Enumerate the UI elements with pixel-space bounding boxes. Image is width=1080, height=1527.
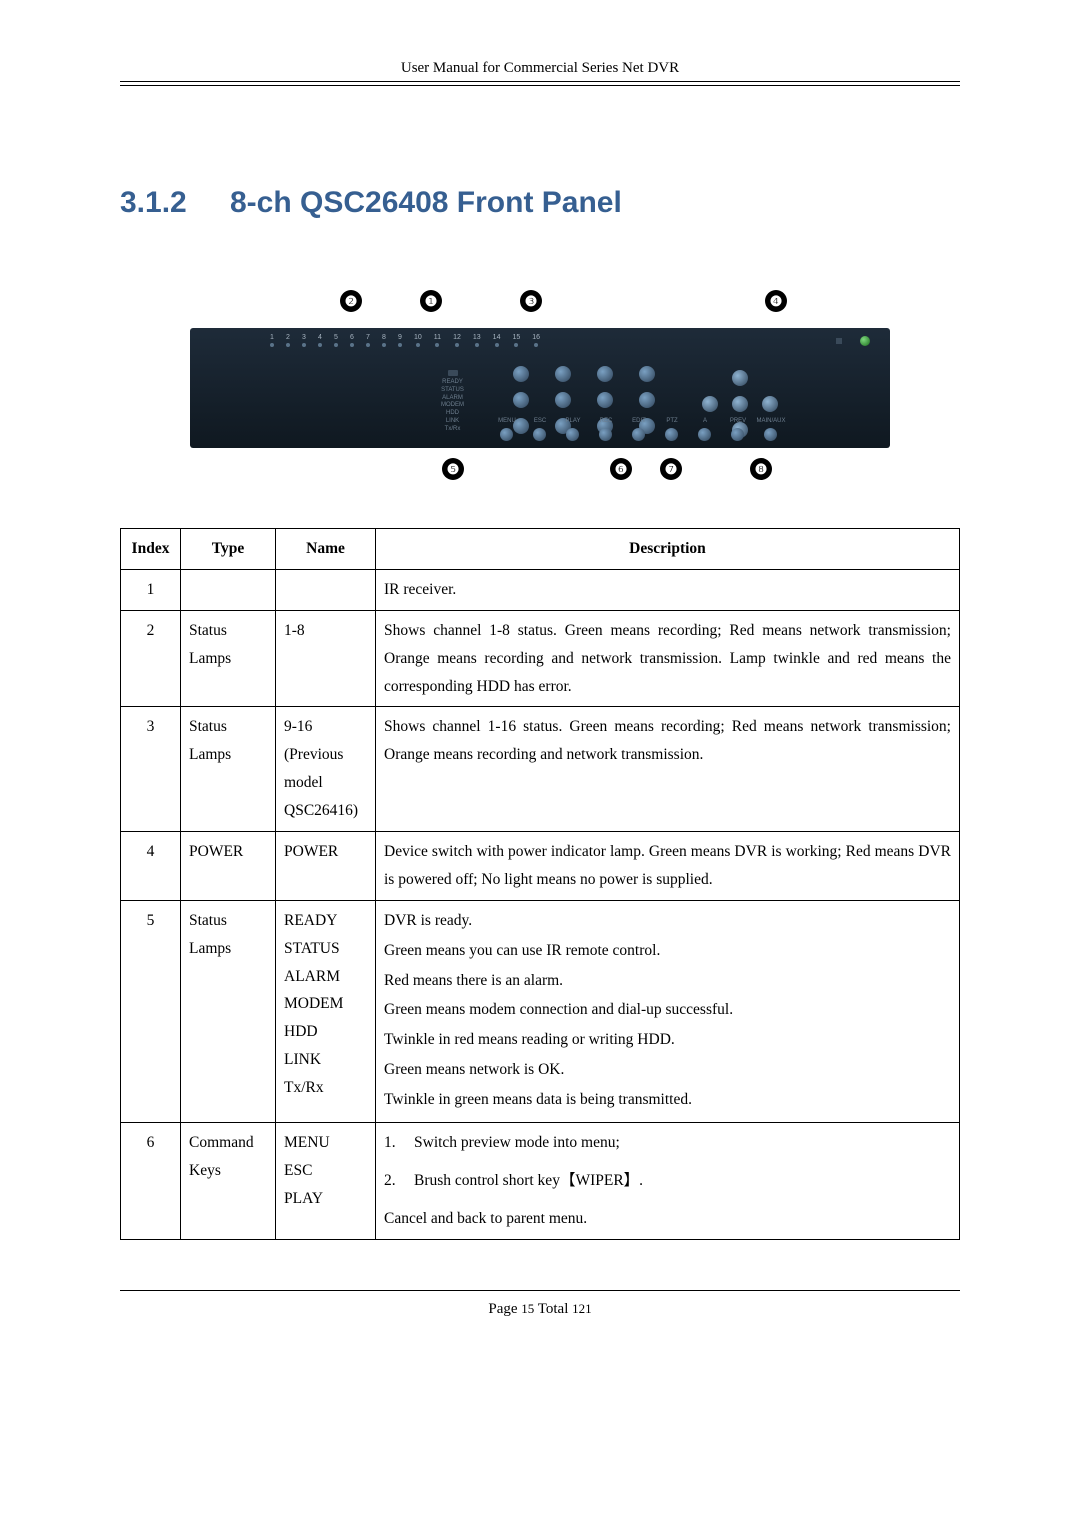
front-panel-image: 12345678910111213141516 READYSTATUSALARM… [190,328,890,448]
command-button: A [698,428,711,441]
channel-indicator: 12 [453,334,461,347]
channel-indicator: 16 [532,334,540,347]
cell-name: 1-8 [276,610,376,707]
status-lamp-label: LINK [425,418,480,426]
cell-index: 3 [121,707,181,832]
cell-name [276,569,376,610]
cell-type [181,569,276,610]
cell-description: Shows channel 1-16 status. Green means r… [376,707,960,832]
doc-header: User Manual for Commercial Series Net DV… [120,60,960,81]
channel-indicator: 7 [366,334,370,347]
cell-description: IR receiver. [376,569,960,610]
channel-indicator: 5 [334,334,338,347]
cell-type: Command Keys [181,1123,276,1240]
status-lamp-label: MODEM [425,402,480,410]
cell-index: 5 [121,900,181,1122]
channel-indicator: 8 [382,334,386,347]
channel-number-row: 12345678910111213141516 [270,334,540,347]
channel-indicator: 14 [493,334,501,347]
spec-table: Index Type Name Description 1 IR receiver… [120,528,960,1240]
status-label-block: READYSTATUSALARMMODEMHDDLINKTx/Rx [425,370,480,434]
channel-indicator: 13 [473,334,481,347]
cell-description: Shows channel 1-8 status. Green means re… [376,610,960,707]
col-name: Name [276,529,376,570]
table-row: 3Status Lamps9-16 (Previous model QSC264… [121,707,960,832]
table-row: 2Status Lamps1-8Shows channel 1-8 status… [121,610,960,707]
status-lamp-label: ALARM [425,395,480,403]
col-description: Description [376,529,960,570]
callout-marker: ❻ [610,458,632,480]
cell-type: Status Lamps [181,900,276,1122]
command-button: PLAY [566,428,579,441]
section-title-text: 8-ch QSC26408 Front Panel [230,186,622,219]
header-rule-thick [120,81,960,82]
cell-description: 1.Switch preview mode into menu;2.Brush … [376,1123,960,1240]
channel-indicator: 3 [302,334,306,347]
command-button: PREV [731,428,744,441]
col-index: Index [121,529,181,570]
callout-marker: ❼ [660,458,682,480]
section-number: 3.1.2 [120,186,230,220]
command-button: EDIT [632,428,645,441]
page-footer: Page 15 Total 121 [120,1290,960,1318]
command-button: PTZ [665,428,678,441]
col-type: Type [181,529,276,570]
cell-type: Status Lamps [181,610,276,707]
footer-text: Page 15 Total 121 [120,1291,960,1318]
cell-index: 4 [121,832,181,901]
callout-marker: ❽ [750,458,772,480]
panel-figure: ❷❶❸❹ 12345678910111213141516 READYSTATUS… [190,290,890,488]
table-row: 5Status LampsREADYSTATUSALARMMODEMHDDLIN… [121,900,960,1122]
status-lamp-label: HDD [425,410,480,418]
table-row: 6Command KeysMENUESCPLAY1.Switch preview… [121,1123,960,1240]
channel-indicator: 4 [318,334,322,347]
channel-indicator: 1 [270,334,274,347]
command-button: ESC [533,428,546,441]
channel-indicator: 10 [414,334,422,347]
cell-description: DVR is ready.Green means you can use IR … [376,900,960,1122]
channel-indicator: 6 [350,334,354,347]
cell-name: 9-16 (Previous model QSC26416) [276,707,376,832]
command-button: MAIN/AUX [764,428,777,441]
command-button-row: MENU ESC PLAY REC EDIT PTZ A PREV MAIN/AUX [500,428,777,441]
channel-indicator: 15 [512,334,520,347]
callout-marker: ❺ [442,458,464,480]
status-lamp-label: STATUS [425,387,480,395]
cell-description: Device switch with power indicator lamp.… [376,832,960,901]
callout-marker: ❹ [765,290,787,312]
table-row: 1 IR receiver. [121,569,960,610]
cell-name: POWER [276,832,376,901]
cell-name: MENUESCPLAY [276,1123,376,1240]
cell-index: 2 [121,610,181,707]
cell-index: 6 [121,1123,181,1240]
status-lamp-label: Tx/Rx [425,426,480,434]
command-button: MENU [500,428,513,441]
power-indicator-icon [836,338,842,344]
header-rule-thin [120,85,960,86]
channel-indicator: 9 [398,334,402,347]
callout-marker: ❶ [420,290,442,312]
callouts-top: ❷ ❶ ❸ ❹ [190,290,890,320]
table-row: 4POWERPOWERDevice switch with power indi… [121,832,960,901]
callout-marker: ❸ [520,290,542,312]
channel-indicator: 2 [286,334,290,347]
cell-type: Status Lamps [181,707,276,832]
callouts-bottom: ❺ ❻ ❼ ❽ [190,458,890,488]
callout-marker: ❷ [340,290,362,312]
section-heading: 3.1.28-ch QSC26408 Front Panel [120,186,960,220]
table-header-row: Index Type Name Description [121,529,960,570]
channel-indicator: 11 [434,334,441,347]
command-button: REC [599,428,612,441]
cell-name: READYSTATUSALARMMODEMHDDLINKTx/Rx [276,900,376,1122]
power-led-icon [860,336,870,346]
status-lamp-label: READY [425,379,480,387]
cell-type: POWER [181,832,276,901]
cell-index: 1 [121,569,181,610]
